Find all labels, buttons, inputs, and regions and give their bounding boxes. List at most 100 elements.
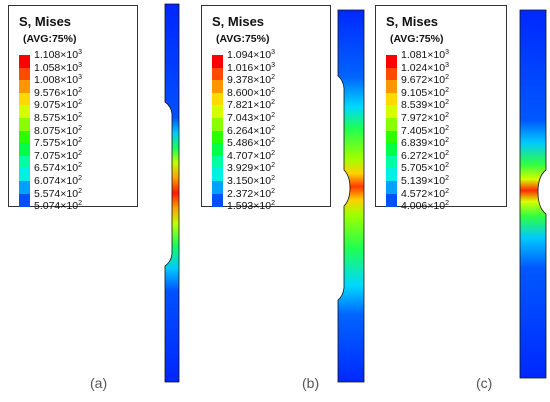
legend-value: 8.539×102	[401, 99, 449, 112]
legend-swatch	[212, 143, 223, 157]
legend-value-mantissa: 5.074×10	[34, 200, 79, 213]
legend-swatch	[386, 130, 397, 144]
legend-value-mantissa: 1.008×10	[34, 74, 79, 87]
legend-value: 7.972×102	[401, 112, 449, 124]
legend-value-mantissa: 1.016×10	[227, 61, 272, 74]
legend-value: 6.272×102	[401, 149, 449, 162]
legend-swatch	[19, 55, 30, 69]
legend-swatch	[212, 105, 223, 119]
legend-swatch	[212, 80, 223, 94]
legend-value-mantissa: 8.539×10	[401, 99, 446, 112]
legend-value: 6.074×102	[34, 175, 82, 187]
legend-value-mantissa: 6.264×10	[227, 124, 272, 137]
legend-value-mantissa: 5.486×10	[227, 137, 272, 150]
legend-value-mantissa: 9.075×10	[34, 99, 79, 112]
legend-value-exponent: 2	[271, 86, 275, 94]
legend-value: 1.058×103	[34, 62, 82, 74]
legend-value-exponent: 2	[271, 99, 275, 107]
legend-title: S, Mises	[19, 14, 72, 29]
legend-swatch	[212, 118, 223, 132]
legend-value-mantissa: 7.972×10	[401, 112, 446, 124]
legend-value: 6.574×102	[34, 162, 82, 175]
legend-value-mantissa: 9.672×10	[401, 74, 446, 87]
legend-swatch	[386, 80, 397, 94]
legend-value-exponent: 2	[78, 86, 82, 94]
legend-value: 5.705×102	[401, 162, 449, 174]
legend-subtitle: (AVG:75%)	[216, 33, 270, 45]
legend-value: 8.575×102	[34, 112, 82, 124]
legend-swatch	[19, 181, 30, 195]
legend-value-mantissa: 7.575×10	[34, 137, 79, 150]
legend-value: 1.008×103	[34, 74, 82, 87]
legend-swatch	[386, 193, 397, 207]
legend-swatch	[386, 143, 397, 157]
legend-value-mantissa: 6.272×10	[401, 149, 446, 162]
legend-value-exponent: 3	[445, 61, 449, 69]
legend-value-exponent: 2	[445, 149, 449, 157]
legend-value: 1.094×103	[227, 49, 275, 61]
legend-swatch	[386, 181, 397, 195]
legend-value: 9.075×102	[34, 99, 82, 112]
legend-value-exponent: 2	[445, 175, 449, 182]
legend-swatch	[386, 55, 397, 69]
legend-value: 1.016×103	[227, 61, 275, 74]
legend-value: 8.075×102	[34, 124, 82, 137]
legend-value-mantissa: 6.574×10	[34, 162, 79, 175]
legend-value-exponent: 2	[78, 175, 82, 182]
legend-value: 5.486×102	[227, 137, 275, 150]
legend-value: 3.150×102	[227, 175, 275, 187]
panel-c: S, Mises (AVG:75%) 1.081×103 1.024×103 9.6…	[370, 0, 550, 402]
legend-value: 1.593×102	[227, 200, 275, 212]
legend-value: 7.575×102	[34, 137, 82, 150]
legend-value: 7.075×102	[34, 150, 82, 162]
legend-value-exponent: 2	[271, 187, 275, 195]
legend-swatch	[386, 168, 397, 182]
legend-value: 1.024×103	[401, 61, 449, 74]
legend-swatch	[212, 92, 223, 106]
legend-value-mantissa: 3.150×10	[227, 175, 272, 187]
legend-value: 9.378×102	[227, 74, 275, 87]
specimen-a	[164, 3, 180, 383]
legend-value-exponent: 2	[445, 124, 449, 132]
legend-value-exponent: 2	[445, 187, 449, 195]
legend-value-mantissa: 7.821×10	[227, 99, 272, 112]
legend-value: 2.372×102	[227, 187, 275, 200]
legend-value-mantissa: 4.572×10	[401, 187, 446, 200]
legend-value-exponent: 2	[78, 124, 82, 132]
legend-swatch	[212, 193, 223, 207]
legend-value: 5.139×102	[401, 175, 449, 187]
legend-swatch	[212, 55, 223, 69]
legend-swatch	[19, 92, 30, 106]
legend-swatch	[19, 155, 30, 169]
legend-value: 5.074×102	[34, 200, 82, 213]
caption-a: (a)	[90, 375, 108, 391]
legend-swatch	[386, 67, 397, 81]
legend-value-mantissa: 1.081×10	[401, 49, 446, 61]
legend-value-mantissa: 1.108×10	[34, 49, 79, 61]
legend-swatch	[212, 181, 223, 195]
legend-value-mantissa: 7.405×10	[401, 124, 446, 137]
legend-value-mantissa: 6.839×10	[401, 137, 446, 150]
legend-value-mantissa: 2.372×10	[227, 187, 272, 200]
legend-swatch	[212, 155, 223, 169]
legend-value: 4.572×102	[401, 187, 449, 200]
legend-swatch	[386, 155, 397, 169]
legend-value: 9.576×102	[34, 86, 82, 99]
caption-b: (b)	[302, 375, 320, 391]
specimen-b	[337, 9, 365, 383]
panel-b: S, Mises (AVG:75%) 1.094×103 1.016×103 9.3…	[190, 0, 370, 402]
legend-value-exponent: 3	[78, 74, 82, 82]
legend-value-mantissa: 8.075×10	[34, 124, 79, 137]
legend-value-mantissa: 9.378×10	[227, 74, 272, 87]
legend-value-mantissa: 8.575×10	[34, 112, 79, 124]
legend-swatch	[19, 67, 30, 81]
legend-value-exponent: 2	[78, 200, 82, 208]
legend-swatch	[386, 92, 397, 106]
legend-value-exponent: 2	[445, 112, 449, 119]
legend-value-exponent: 2	[78, 112, 82, 119]
legend-value-exponent: 2	[271, 124, 275, 132]
legend-c: S, Mises (AVG:75%) 1.081×103 1.024×103 9.6…	[375, 5, 507, 212]
legend-value-mantissa: 5.574×10	[34, 187, 79, 200]
legend-value-exponent: 2	[445, 200, 449, 208]
legend-swatch	[19, 80, 30, 94]
